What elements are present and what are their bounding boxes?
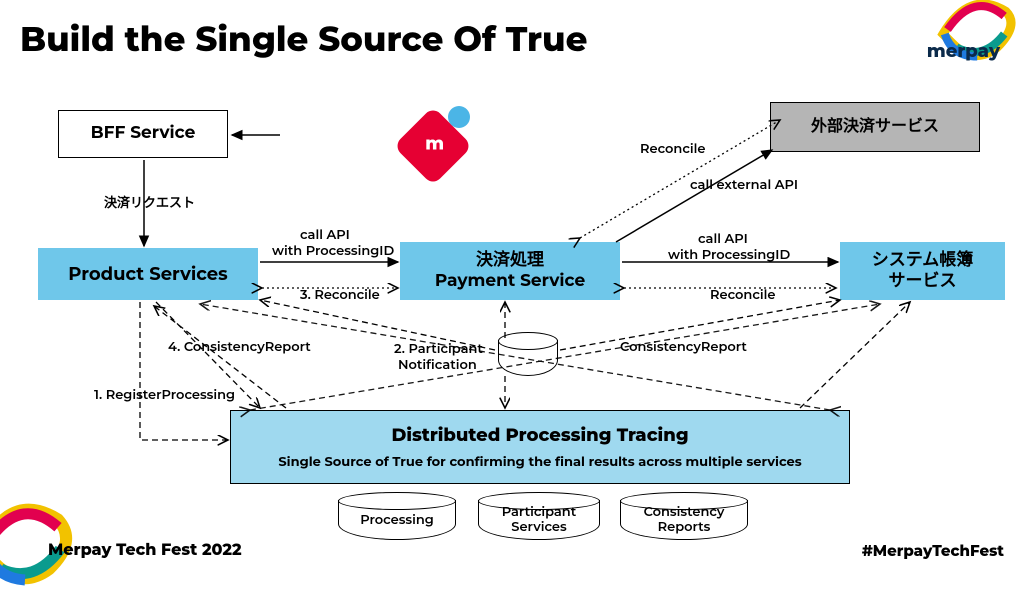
cylinder-participant-small — [498, 340, 558, 376]
node-system-ledger: システム帳簿 サービス — [840, 242, 1005, 300]
node-payment-service: 決済処理 Payment Service — [400, 242, 620, 300]
footer-event-name: Merpay Tech Fest 2022 — [48, 541, 242, 560]
edge-label-participant-2: Notification — [398, 358, 477, 374]
brand-swirl-bottom-left — [0, 481, 80, 591]
edge-label-call-api-1a: call API — [300, 228, 350, 244]
mercari-dot-icon — [448, 106, 470, 128]
cylinder-consistency-reports: ConsistencyReports — [620, 500, 748, 540]
edge-label-participant-1: 2. Participant — [394, 342, 483, 358]
node-label: 外部決済サービス — [811, 117, 939, 137]
edge-label-request: 決済リクエスト — [104, 196, 195, 212]
node-label-top: システム帳簿 — [872, 250, 974, 271]
edge-label-call-external: call external API — [690, 178, 798, 194]
dpt-title: Distributed Processing Tracing — [391, 424, 688, 447]
edge-label-reconcile-3: 3. Reconcile — [300, 288, 380, 304]
edge-label-reconcile-external: Reconcile — [640, 142, 705, 158]
cylinder-processing: Processing — [338, 500, 456, 540]
node-label-bottom: サービス — [889, 271, 957, 292]
edge-label-call-api-2a: call API — [698, 232, 748, 248]
footer-hashtag: #MerpayTechFest — [862, 541, 1004, 560]
node-bff-service: BFF Service — [58, 110, 228, 158]
cylinder-label: Processing — [354, 513, 440, 528]
node-label-bottom: Payment Service — [435, 271, 585, 292]
dpt-subtitle: Single Source of True for confirming the… — [278, 454, 801, 470]
node-distributed-processing-tracing: Distributed Processing Tracing Single So… — [230, 410, 850, 484]
edge-label-call-api-2b: with ProcessingID — [668, 248, 790, 264]
cylinder-label: ConsistencyReports — [638, 505, 731, 535]
edge-label-register-processing: 1. RegisterProcessing — [94, 388, 235, 404]
node-label-top: 決済処理 — [476, 250, 544, 271]
edge-label-consistency-right: ConsistencyReport — [620, 340, 747, 356]
edge-label-consistency-4: 4. ConsistencyReport — [168, 340, 311, 356]
node-label: Product Services — [68, 263, 227, 286]
brand-logo-text: merpay — [927, 40, 1000, 62]
node-product-services: Product Services — [38, 248, 258, 300]
edge-label-call-api-1b: with ProcessingID — [272, 244, 394, 260]
page-title: Build the Single Source Of True — [20, 18, 587, 60]
node-label: BFF Service — [91, 123, 196, 144]
node-external-payment: 外部決済サービス — [770, 102, 980, 152]
cylinder-label: ParticipantServices — [496, 505, 582, 535]
cylinder-participant-services: ParticipantServices — [478, 500, 600, 540]
edge-label-reconcile-right: Reconcile — [710, 288, 775, 304]
